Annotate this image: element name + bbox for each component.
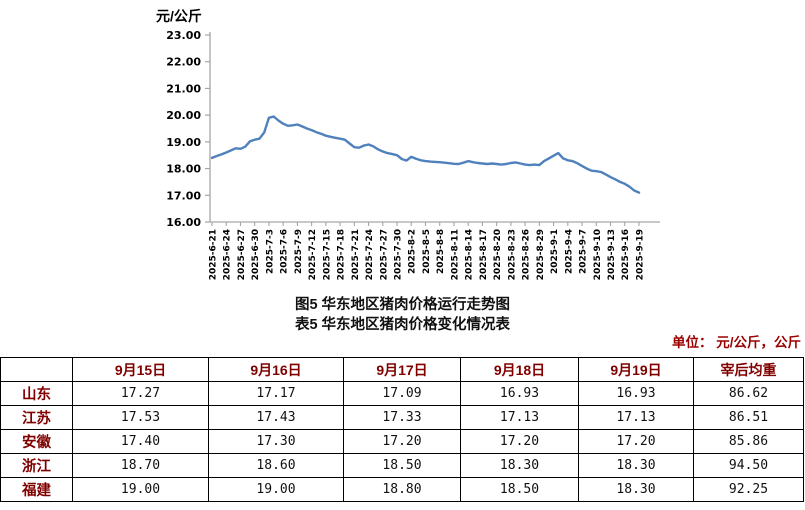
x-tick-label: 2025-9-19 bbox=[635, 229, 645, 280]
table-title: 表5 华东地区猪肉价格变化情况表 bbox=[294, 317, 511, 333]
row-label: 江苏 bbox=[0, 405, 73, 430]
x-tick-label: 2025-7-15 bbox=[322, 229, 332, 280]
table-cell: 19.00 bbox=[72, 477, 209, 502]
unit-note: 单位： 元/公斤，公斤 bbox=[671, 335, 801, 350]
x-tick-label: 2025-9-13 bbox=[607, 229, 617, 280]
x-tick-label: 2025-7-24 bbox=[365, 229, 375, 280]
x-tick-label: 2025-8-29 bbox=[536, 229, 546, 280]
x-tick-label: 2025-9-10 bbox=[593, 229, 603, 280]
table-cell: 94.50 bbox=[693, 453, 804, 478]
table-row: 安徽 17.40 17.30 17.20 17.20 17.20 85.86 bbox=[0, 429, 804, 454]
table-cell: 17.13 bbox=[460, 405, 579, 430]
x-tick-label: 2025-9-16 bbox=[621, 229, 631, 280]
row-label: 浙江 bbox=[0, 453, 73, 478]
row-label: 安徽 bbox=[0, 429, 73, 454]
table-cell: 17.09 bbox=[343, 381, 461, 406]
table-row: 浙江 18.70 18.60 18.50 18.30 18.30 94.50 bbox=[0, 453, 804, 478]
x-tick-label: 2025-8-11 bbox=[450, 229, 460, 280]
table-cell: 17.27 bbox=[72, 381, 209, 406]
column-header: 宰后均重 bbox=[693, 357, 804, 382]
table-cell: 17.20 bbox=[343, 429, 461, 454]
column-header: 9月16日 bbox=[208, 357, 344, 382]
row-label: 福建 bbox=[0, 477, 73, 502]
y-axis-title: 元/公斤 bbox=[156, 8, 202, 24]
x-tick-label: 2025-6-30 bbox=[251, 229, 261, 280]
table-row: 江苏 17.53 17.43 17.33 17.13 17.13 86.51 bbox=[0, 405, 804, 430]
row-label: 山东 bbox=[0, 381, 73, 406]
table-cell: 17.13 bbox=[578, 405, 694, 430]
x-tick-label: 2025-7-3 bbox=[265, 229, 275, 274]
table-cell: 18.60 bbox=[208, 453, 344, 478]
column-header: 9月15日 bbox=[72, 357, 209, 382]
x-tick-label: 2025-6-27 bbox=[237, 229, 247, 280]
y-tick-label: 23.00 bbox=[166, 29, 201, 42]
table-cell: 86.51 bbox=[693, 405, 804, 430]
x-tick-label: 2025-7-21 bbox=[351, 229, 361, 280]
table-cell: 17.53 bbox=[72, 405, 209, 430]
chart-and-table-titles: 图5 华东地区猪肉价格运行走势图 表5 华东地区猪肉价格变化情况表 bbox=[0, 295, 805, 335]
table-cell: 85.86 bbox=[693, 429, 804, 454]
price-line bbox=[210, 115, 641, 194]
table-cell: 18.30 bbox=[578, 477, 694, 502]
figure-title: 图5 华东地区猪肉价格运行走势图 bbox=[294, 297, 511, 313]
table-cell: 92.25 bbox=[693, 477, 804, 502]
y-tick-label: 17.00 bbox=[166, 189, 201, 202]
column-header: 9月17日 bbox=[343, 357, 461, 382]
table-cell: 17.20 bbox=[460, 429, 579, 454]
y-tick-label: 16.00 bbox=[166, 216, 201, 229]
table-cell: 19.00 bbox=[208, 477, 344, 502]
column-header: 9月18日 bbox=[460, 357, 579, 382]
column-header bbox=[0, 357, 73, 382]
table-cell: 18.80 bbox=[343, 477, 461, 502]
x-tick-label: 2025-8-26 bbox=[522, 229, 532, 280]
x-tick-label: 2025-7-12 bbox=[308, 229, 318, 280]
table-cell: 86.62 bbox=[693, 381, 804, 406]
table-cell: 17.33 bbox=[343, 405, 461, 430]
x-tick-label: 2025-7-27 bbox=[379, 229, 389, 280]
x-tick-label: 2025-7-9 bbox=[294, 229, 304, 274]
x-tick-label: 2025-8-20 bbox=[493, 229, 503, 280]
x-tick-label: 2025-8-14 bbox=[465, 229, 475, 280]
column-header: 9月19日 bbox=[578, 357, 694, 382]
x-tick-label: 2025-9-1 bbox=[550, 229, 560, 274]
table-cell: 17.40 bbox=[72, 429, 209, 454]
x-tick-label: 2025-6-24 bbox=[223, 229, 233, 280]
table-cell: 18.50 bbox=[343, 453, 461, 478]
table-cell: 18.50 bbox=[460, 477, 579, 502]
y-tick-label: 21.00 bbox=[166, 82, 201, 95]
x-tick-label: 2025-9-7 bbox=[579, 229, 589, 274]
table-cell: 17.30 bbox=[208, 429, 344, 454]
x-tick-label: 2025-6-21 bbox=[209, 229, 219, 280]
x-tick-label: 2025-7-18 bbox=[337, 229, 347, 280]
x-tick-label: 2025-8-5 bbox=[422, 229, 432, 274]
y-tick-label: 20.00 bbox=[166, 109, 201, 122]
x-tick-label: 2025-7-30 bbox=[394, 229, 404, 280]
x-tick-label: 2025-8-2 bbox=[408, 229, 418, 274]
x-tick-label: 2025-9-4 bbox=[564, 229, 574, 274]
y-tick-label: 22.00 bbox=[166, 56, 201, 69]
table-cell: 17.43 bbox=[208, 405, 344, 430]
x-tick-label: 2025-7-6 bbox=[280, 229, 290, 274]
table-cell: 16.93 bbox=[578, 381, 694, 406]
table-row: 福建 19.00 19.00 18.80 18.50 18.30 92.25 bbox=[0, 477, 804, 502]
y-tick-label: 18.00 bbox=[166, 163, 201, 176]
price-trend-chart: 23.00 22.00 21.00 20.00 19.00 18.00 17.00 16.00… bbox=[166, 29, 660, 280]
price-table: 9月15日 9月16日 9月17日 9月18日 9月19日 宰后均重 山东 17.27 17.… bbox=[0, 357, 804, 502]
table-cell: 18.70 bbox=[72, 453, 209, 478]
x-tick-label: 2025-8-8 bbox=[436, 229, 446, 274]
x-tick-label: 2025-8-23 bbox=[507, 229, 517, 280]
table-cell: 17.20 bbox=[578, 429, 694, 454]
table-header-row: 9月15日 9月16日 9月17日 9月18日 9月19日 宰后均重 bbox=[0, 357, 804, 382]
table-cell: 16.93 bbox=[460, 381, 579, 406]
y-tick-label: 19.00 bbox=[166, 136, 201, 149]
table-cell: 18.30 bbox=[460, 453, 579, 478]
table-cell: 18.30 bbox=[578, 453, 694, 478]
x-tick-label: 2025-8-17 bbox=[479, 229, 489, 280]
table-row: 山东 17.27 17.17 17.09 16.93 16.93 86.62 bbox=[0, 381, 804, 406]
table-cell: 17.17 bbox=[208, 381, 344, 406]
